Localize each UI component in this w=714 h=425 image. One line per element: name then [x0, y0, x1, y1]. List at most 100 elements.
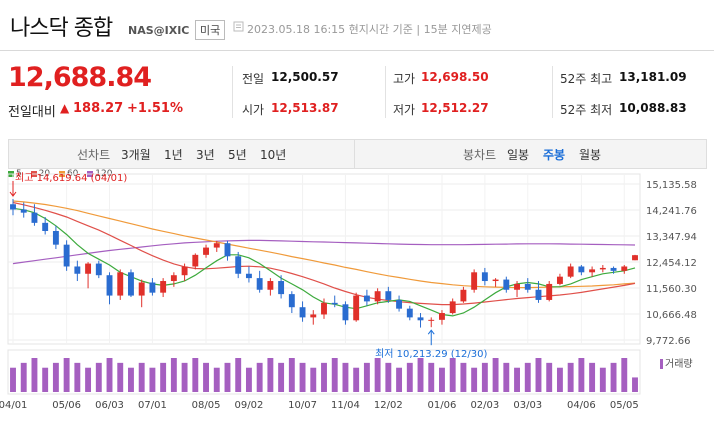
- plot-frame: [7, 173, 641, 345]
- x-tick-label: 11/04: [331, 400, 360, 411]
- candle-body: [85, 263, 92, 274]
- volume-bar: [428, 362, 435, 392]
- volume-bar: [192, 358, 199, 392]
- volume-bar: [621, 358, 628, 392]
- candle-body: [439, 313, 445, 320]
- y-tick-label: 12,454.12: [646, 258, 697, 269]
- y-tick-label: 9,772.66: [646, 336, 691, 347]
- candle-body: [192, 254, 199, 267]
- divider: [354, 140, 355, 168]
- volume-bar: [578, 358, 585, 392]
- low-annotation: 최저 10,213.29 (12/30): [375, 348, 487, 360]
- volume-bar: [170, 358, 177, 392]
- volume-bar: [95, 362, 102, 392]
- tab-1y[interactable]: 1년: [164, 148, 183, 162]
- volume-bar: [288, 358, 295, 392]
- x-tick-label: 05/06: [52, 400, 81, 411]
- stat-value-open: 12,513.87: [271, 101, 339, 115]
- candle-body: [460, 289, 467, 302]
- tab-monthly[interactable]: 월봉: [579, 148, 602, 162]
- volume-bar: [632, 377, 638, 392]
- candle-body: [417, 317, 424, 321]
- tab-3m[interactable]: 3개월: [121, 148, 151, 162]
- candle-body: [385, 291, 392, 300]
- candle-body: [74, 266, 81, 274]
- candle-body: [363, 295, 370, 302]
- candle-body: [256, 278, 263, 290]
- y-tick-label: 11,560.30: [646, 284, 697, 295]
- tab-5y[interactable]: 5년: [228, 148, 247, 162]
- y-tick-label: 13,347.94: [646, 232, 697, 243]
- candle-body: [213, 243, 220, 248]
- candle-body: [342, 304, 349, 321]
- candle-body: [310, 314, 317, 318]
- low-arrow-head: [427, 329, 435, 335]
- volume-bar: [256, 362, 263, 392]
- candle-body: [599, 267, 606, 270]
- volume-bar: [310, 367, 317, 392]
- volume-bar: [589, 362, 596, 392]
- candle-body: [52, 230, 59, 245]
- stat-value-prev: 12,500.57: [271, 70, 339, 84]
- tab-3y[interactable]: 3년: [196, 148, 215, 162]
- stat-value-52w-low: 10,088.83: [619, 101, 687, 115]
- stat-label-open: 시가: [242, 103, 265, 117]
- candle-body: [170, 275, 177, 282]
- change-label: 전일대비: [8, 105, 56, 120]
- change-percent: +1.51%: [127, 101, 183, 116]
- volume-label: 거래량: [660, 355, 693, 370]
- candle-body: [546, 283, 553, 300]
- tab-daily[interactable]: 일봉: [507, 148, 530, 162]
- candle-body: [449, 301, 456, 314]
- volume-bar: [138, 362, 145, 392]
- volume-bar: [406, 362, 413, 392]
- high-arrow-head: [9, 191, 17, 197]
- volume-bar: [245, 367, 252, 392]
- candle-body: [321, 302, 327, 315]
- volume-bar: [396, 367, 403, 392]
- volume-bar: [10, 367, 16, 392]
- stat-label-52w-high: 52주 최고: [560, 72, 613, 86]
- x-tick-label: 08/05: [192, 400, 221, 411]
- chart-svg: 15,135.58 14,241.76 13,347.94 12,454.12 11,5…: [0, 172, 697, 411]
- candle-body: [396, 299, 403, 309]
- candle-body: [556, 276, 563, 284]
- x-tick-label: 04/06: [567, 400, 596, 411]
- candle-body: [245, 273, 252, 279]
- candle-body: [181, 266, 188, 276]
- x-tick-label: 01/06: [428, 400, 457, 411]
- volume-bar: [363, 362, 370, 392]
- x-tick-label: 03/03: [513, 400, 542, 411]
- tab-weekly[interactable]: 주봉: [543, 148, 566, 162]
- volume-bar: [106, 358, 113, 392]
- index-title: 나스닥 종합: [10, 16, 113, 41]
- volume-bar: [374, 358, 381, 392]
- candle-body: [160, 281, 167, 293]
- candle-body: [235, 256, 242, 274]
- candle-body: [353, 295, 360, 321]
- x-tick-label: 07/01: [138, 400, 167, 411]
- candle-body: [42, 222, 49, 231]
- volume-bar: [85, 367, 92, 392]
- candle-body: [299, 307, 306, 318]
- volume-bar: [321, 362, 327, 392]
- volume-bar: [331, 358, 338, 392]
- divider: [232, 66, 233, 118]
- stat-label-52w-low: 52주 최저: [560, 103, 613, 117]
- ma20-line: [12, 201, 636, 306]
- candle-body: [95, 263, 102, 276]
- volume-bar: [181, 362, 188, 392]
- candle-body: [149, 282, 156, 293]
- candlestick-chart[interactable]: 15,135.58 14,241.76 13,347.94 12,454.12 11,5…: [0, 168, 714, 421]
- volume-bar: [203, 362, 209, 392]
- candle-body: [20, 209, 27, 213]
- volume-bar: [471, 367, 478, 392]
- change-value: 188.27: [73, 101, 124, 116]
- volume-bar: [439, 367, 445, 392]
- x-tick-label: 06/03: [95, 400, 124, 411]
- volume-bar: [52, 362, 59, 392]
- candle-body: [224, 243, 231, 257]
- tab-10y[interactable]: 10년: [260, 148, 287, 162]
- candle-body: [524, 283, 531, 290]
- stat-label-prev: 전일: [242, 72, 265, 86]
